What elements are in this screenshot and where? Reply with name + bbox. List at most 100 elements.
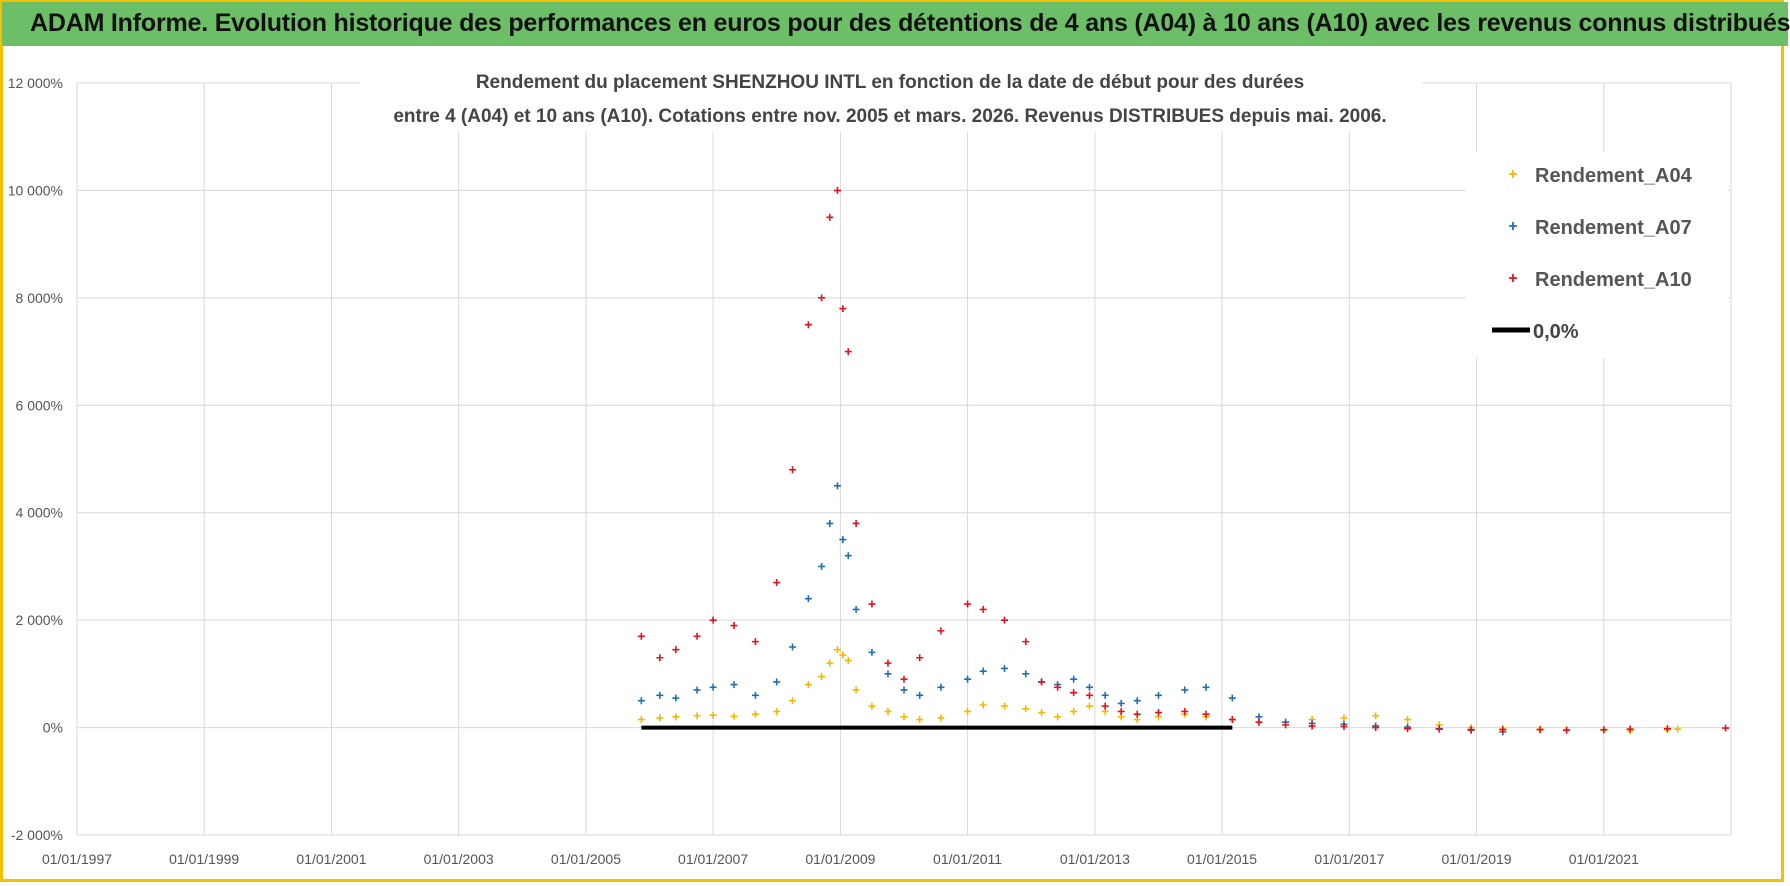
data-point xyxy=(751,638,759,646)
data-point xyxy=(730,712,738,720)
data-point xyxy=(672,713,680,721)
data-point xyxy=(844,656,852,664)
data-point xyxy=(789,643,797,651)
data-point xyxy=(1070,675,1078,683)
header-bar: ADAM Informe. Evolution historique des p… xyxy=(2,2,1790,46)
data-point xyxy=(1282,721,1290,729)
data-point xyxy=(1202,710,1210,718)
data-point xyxy=(1340,722,1348,730)
data-point xyxy=(833,646,841,654)
data-point xyxy=(1467,726,1475,734)
data-point xyxy=(1563,726,1571,734)
data-point xyxy=(852,519,860,527)
data-point xyxy=(804,595,812,603)
data-point xyxy=(818,294,826,302)
data-point xyxy=(852,686,860,694)
data-point xyxy=(1202,683,1210,691)
data-point xyxy=(637,632,645,640)
data-point xyxy=(1038,709,1046,717)
y-tick-label: 12 000% xyxy=(8,75,63,91)
data-point xyxy=(1101,702,1109,710)
data-point xyxy=(1255,718,1263,726)
data-point xyxy=(1154,691,1162,699)
data-point xyxy=(804,321,812,329)
data-point xyxy=(1101,691,1109,699)
data-point xyxy=(1372,724,1380,732)
legend-label: Rendement_A07 xyxy=(1535,217,1692,239)
data-point xyxy=(979,605,987,613)
chart-title-line-1: Rendement du placement SHENZHOU INTL en … xyxy=(476,72,1304,93)
data-point xyxy=(693,712,701,720)
y-tick-label: 8 000% xyxy=(16,290,63,306)
y-axis: -2 000% 0% 2 000% 4 000% 6 000% 8 000% 10 000%… xyxy=(8,75,63,843)
data-point xyxy=(1001,702,1008,710)
data-point xyxy=(964,600,972,608)
data-point xyxy=(937,714,945,722)
data-point xyxy=(852,605,860,613)
data-point xyxy=(916,654,924,662)
data-point xyxy=(1722,724,1730,732)
data-point xyxy=(868,600,876,608)
data-point xyxy=(1133,697,1141,705)
data-point xyxy=(868,702,876,710)
data-point xyxy=(884,670,892,678)
legend-label: 0,0% xyxy=(1533,321,1579,343)
data-point xyxy=(773,678,781,686)
data-point xyxy=(1499,726,1507,734)
y-tick-label: 10 000% xyxy=(8,182,63,198)
data-point xyxy=(937,683,945,691)
data-point xyxy=(826,213,834,221)
data-point xyxy=(1070,689,1078,697)
data-point xyxy=(1022,638,1030,646)
data-point xyxy=(1674,725,1682,733)
data-point xyxy=(656,714,664,722)
data-point xyxy=(868,648,876,656)
data-point xyxy=(1154,709,1162,717)
data-point xyxy=(1181,707,1189,715)
data-point xyxy=(693,632,701,640)
data-point xyxy=(1626,725,1634,733)
data-point xyxy=(900,675,908,683)
data-point xyxy=(1372,712,1380,720)
data-point xyxy=(751,710,759,718)
page-title: ADAM Informe. Evolution historique des p… xyxy=(30,9,1790,37)
legend-label: Rendement_A10 xyxy=(1535,269,1692,291)
x-tick-label: 01/01/2021 xyxy=(1569,851,1639,867)
data-point xyxy=(1086,683,1093,691)
data-point xyxy=(884,659,892,667)
data-point xyxy=(1038,678,1046,686)
data-point xyxy=(839,305,847,313)
data-point xyxy=(637,697,645,705)
data-point xyxy=(979,667,987,675)
data-point xyxy=(1001,616,1008,624)
data-point xyxy=(818,562,826,570)
data-point xyxy=(844,552,852,560)
data-point xyxy=(1404,716,1412,724)
data-point xyxy=(709,683,717,691)
y-tick-label: 4 000% xyxy=(16,505,63,521)
data-point xyxy=(1001,664,1008,672)
data-point xyxy=(964,675,972,683)
legend-label: Rendement_A04 xyxy=(1535,165,1693,187)
x-tick-label: 01/01/2009 xyxy=(805,851,875,867)
data-point xyxy=(964,707,972,715)
data-point xyxy=(1086,702,1093,710)
chart-title: Rendement du placement SHENZHOU INTL en … xyxy=(360,64,1422,132)
x-axis: 01/01/1997 01/01/1999 01/01/2001 01/01/2003… xyxy=(42,851,1639,867)
series-Rendement_A07 xyxy=(637,482,1507,736)
x-tick-label: 01/01/2011 xyxy=(933,851,1002,867)
data-point xyxy=(789,466,797,474)
data-point xyxy=(1228,694,1236,702)
data-point xyxy=(656,691,664,699)
data-point xyxy=(826,519,834,527)
data-point xyxy=(1228,716,1236,724)
data-point xyxy=(833,186,841,194)
y-tick-label: 0% xyxy=(43,720,63,736)
data-point xyxy=(826,659,834,667)
x-tick-label: 01/01/1999 xyxy=(169,851,239,867)
x-tick-label: 01/01/2013 xyxy=(1060,851,1130,867)
data-point xyxy=(804,681,812,689)
x-tick-label: 01/01/1997 xyxy=(42,851,112,867)
x-tick-label: 01/01/2001 xyxy=(296,851,366,867)
